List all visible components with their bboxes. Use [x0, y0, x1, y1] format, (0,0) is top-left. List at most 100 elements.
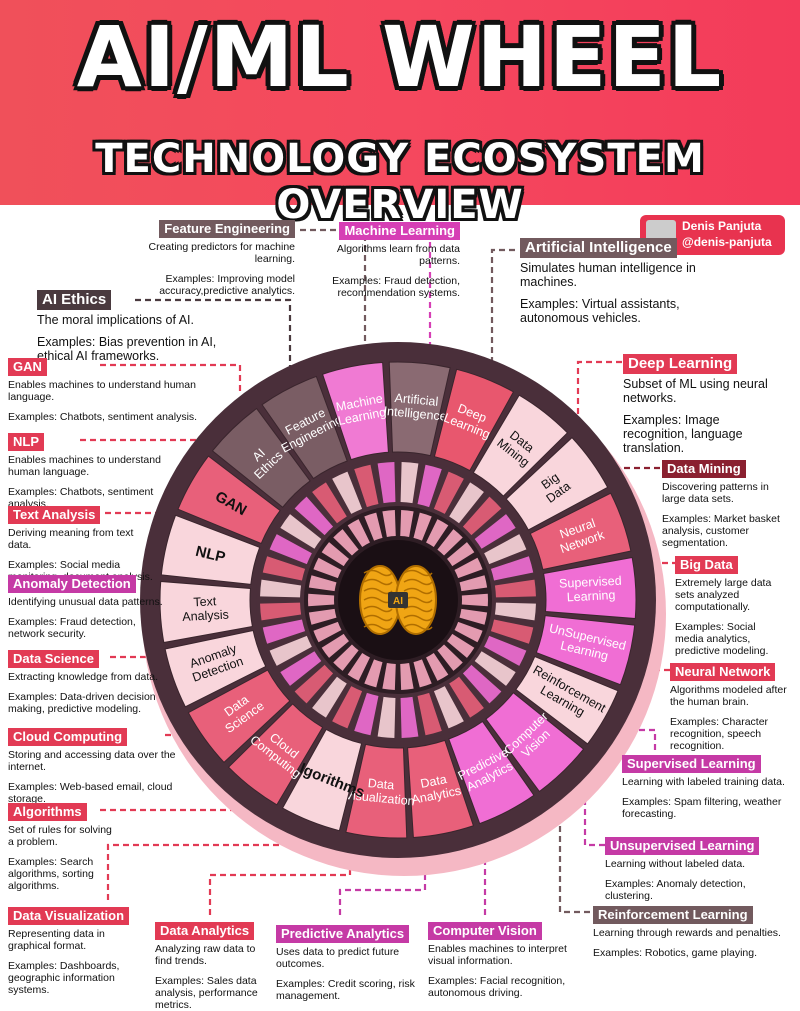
card-description: Algorithms modeled after the human brain…: [670, 684, 787, 708]
brain-fold: [403, 578, 433, 586]
wheel-segment-reinforcement-learning[interactable]: [515, 655, 619, 745]
wheel-segment-supervised-learning[interactable]: [543, 556, 637, 620]
inner-spoke: [433, 471, 464, 514]
card-label[interactable]: Machine Learning: [339, 222, 460, 240]
connector-line: [208, 800, 352, 915]
card-description: Analyzing raw data to find trends.: [155, 943, 256, 967]
card-supervised-learning: Supervised Learning Learning with labeled…: [622, 755, 792, 820]
wheel-label-nlp: NLP: [194, 543, 227, 567]
connector-line: [490, 248, 515, 378]
wheel-label-supervised-learning: SupervisedLearning: [559, 574, 623, 605]
connector-line: [583, 760, 605, 847]
wheel-segment-ai-ethics[interactable]: [211, 407, 311, 508]
wheel-segment-nlp[interactable]: [160, 514, 261, 585]
inner-spoke: [462, 664, 502, 704]
wheel-segment-neural-network[interactable]: [529, 492, 632, 571]
card-examples: Examples: Dashboards, geographic informa…: [8, 960, 120, 996]
wheel-label-data-visualization: DataVisualization: [344, 774, 416, 808]
inner-spoke: [294, 496, 334, 536]
core-spoke: [447, 633, 475, 658]
core-spoke: [333, 644, 359, 671]
card-description: Uses data to predict future outcomes.: [276, 946, 400, 970]
ai-chip-label: AI: [393, 596, 403, 607]
wheel-segment-data-mining[interactable]: [472, 394, 569, 497]
card-label[interactable]: Cloud Computing: [8, 728, 128, 746]
wheel-segment-text-analysis[interactable]: [159, 580, 253, 644]
inner-spoke: [449, 482, 484, 524]
card-examples: Examples: Search algorithms, sorting alg…: [8, 856, 94, 892]
card-nlp: NLP Enables machines to understand human …: [8, 433, 178, 510]
wheel-segment-algorithms[interactable]: [281, 728, 363, 832]
connector-line: [135, 298, 292, 378]
card-label[interactable]: Artificial Intelligence: [520, 238, 677, 258]
card-algorithms: Algorithms Set of rules for solving a pro…: [8, 803, 118, 892]
core-spoke: [400, 663, 414, 690]
card-label[interactable]: Reinforcement Learning: [593, 906, 753, 924]
card-label[interactable]: NLP: [8, 433, 44, 451]
inner-spoke: [354, 692, 379, 736]
card-label[interactable]: Text Analysis: [8, 506, 101, 524]
card-label[interactable]: Data Mining: [662, 460, 746, 478]
card-description: Enables machines to interpret visual inf…: [428, 943, 567, 967]
card-label[interactable]: Anomaly Detection: [8, 575, 136, 593]
core-spoke: [426, 653, 449, 681]
card-description: Learning without labeled data.: [605, 858, 746, 870]
card-label[interactable]: Predictive Analytics: [276, 925, 410, 943]
wheel-group: AIEthicsFeatureEngineeringMachineLearnin…: [140, 342, 666, 876]
wheel-segment-gan[interactable]: [177, 455, 281, 545]
wheel-segment-artificial-intelligence[interactable]: [388, 361, 451, 457]
wheel-segment-deep-learning[interactable]: [433, 368, 515, 472]
card-text-analysis: Text Analysis Deriving meaning from text …: [8, 506, 158, 583]
wheel-segment-data-science[interactable]: [187, 669, 291, 764]
card-label[interactable]: Algorithms: [8, 803, 87, 821]
card-label[interactable]: Data Science: [8, 650, 99, 668]
inner-spoke: [377, 462, 396, 504]
card-label[interactable]: Computer Vision: [428, 922, 542, 940]
card-label[interactable]: AI Ethics: [37, 290, 112, 310]
card-gan: GAN Enables machines to understand human …: [8, 358, 198, 423]
wheel-segment-unsupervised-learning[interactable]: [535, 615, 636, 686]
wheel-segment-data-analytics[interactable]: [407, 739, 475, 839]
header-banner: AI/ML WHEEL TECHNOLOGY ECOSYSTEM OVERVIE…: [0, 0, 800, 228]
wheel-segment-anomaly-detection[interactable]: [164, 629, 267, 708]
card-label[interactable]: Deep Learning: [623, 354, 738, 374]
inner-spoke: [312, 482, 347, 524]
inner-spoke: [462, 496, 502, 536]
chip-icon: [388, 592, 408, 608]
core-spoke: [313, 621, 342, 643]
connector-line: [558, 780, 590, 914]
wheel-label-artificial-intelligence: ArtificialIntelligence: [383, 390, 449, 424]
card-examples: Examples: Image recognition, language tr…: [623, 413, 743, 455]
card-label[interactable]: Supervised Learning: [622, 755, 761, 773]
wheel-segment-machine-learning[interactable]: [321, 361, 389, 461]
wheel-segment-computer-vision[interactable]: [485, 692, 585, 793]
card-label[interactable]: Feature Engineering: [159, 220, 295, 238]
inner-spoke: [262, 619, 306, 644]
card-description: Storing and accessing data over the inte…: [8, 749, 176, 773]
wheel-segment-data-visualization[interactable]: [345, 743, 408, 839]
card-label[interactable]: Big Data: [675, 556, 738, 574]
card-ai-ethics: AI Ethics The moral implications of AI. Ex…: [37, 290, 237, 363]
card-label[interactable]: Unsupervised Learning: [605, 837, 760, 855]
card-description: Creating predictors for machine learning…: [148, 241, 295, 265]
card-examples: Examples: Web-based email, cloud storage…: [8, 781, 173, 805]
card-data-mining: Data Mining Discovering patterns in large…: [662, 460, 792, 549]
brain-fold: [403, 587, 433, 595]
card-label[interactable]: Data Visualization: [8, 907, 130, 925]
card-label[interactable]: GAN: [8, 358, 47, 376]
card-examples: Examples: Virtual assistants, autonomous…: [520, 297, 680, 325]
card-description: Enables machines to understand human lan…: [8, 454, 161, 478]
page-title: AI/ML WHEEL: [76, 8, 724, 106]
brain-fold: [403, 614, 433, 622]
card-label[interactable]: Neural Network: [670, 663, 776, 681]
card-description: Learning with labeled training data.: [622, 776, 785, 788]
card-unsupervised-learning: Unsupervised Learning Learning without la…: [605, 837, 790, 902]
wheel-segment-feature-engineering[interactable]: [261, 375, 348, 480]
brain-fold: [363, 578, 393, 586]
card-examples: Examples: Data-driven decision making, p…: [8, 691, 156, 715]
card-label[interactable]: Data Analytics: [155, 922, 255, 940]
card-computer-vision: Computer Vision Enables machines to inter…: [428, 922, 578, 999]
wheel-segment-predictive-analytics[interactable]: [448, 720, 535, 825]
wheel-segment-big-data[interactable]: [505, 436, 609, 531]
wheel-segment-cloud-computing[interactable]: [227, 703, 324, 806]
